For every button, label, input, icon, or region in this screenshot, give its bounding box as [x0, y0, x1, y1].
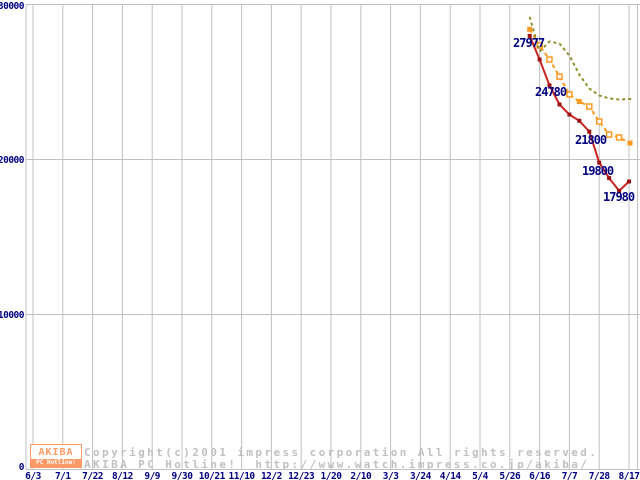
- series-lowest-price: [527, 33, 631, 193]
- average-price-marker: [605, 131, 613, 138]
- x-tick-label-9/9: 9/9: [144, 471, 160, 480]
- price-annotations: 27977 24780 21800 19800 17980: [513, 36, 636, 204]
- average-price-marker: [546, 56, 553, 63]
- horizontal-gridlines: [26, 4, 640, 315]
- x-tick-label-4/14: 4/14: [440, 471, 462, 480]
- lowest-price-marker: [537, 57, 542, 62]
- price-annotation-27977: 27977: [513, 36, 545, 50]
- lowest-price-marker: [607, 176, 612, 181]
- y-tick-label-10000: 10000: [0, 310, 25, 321]
- lowest-price-marker: [597, 160, 602, 165]
- logo-akiba-text: AKIBA: [38, 447, 74, 458]
- x-tick-label-9/30: 9/30: [172, 471, 194, 480]
- y-axis-labels: 0 10000 20000 30000: [0, 1, 25, 473]
- average-price-marker: [615, 134, 623, 141]
- x-tick-label-3/24: 3/24: [410, 471, 432, 480]
- x-tick-label-7/28: 7/28: [589, 471, 611, 480]
- x-tick-label-6/16: 6/16: [529, 471, 551, 480]
- average-price-marker: [566, 91, 573, 98]
- price-annotation-24780: 24780: [535, 85, 567, 99]
- y-tick-label-30000: 30000: [0, 1, 25, 12]
- vertical-gridlines: [32, 4, 630, 470]
- y-tick-label-0: 0: [19, 462, 25, 473]
- x-tick-label-3/3: 3/3: [383, 471, 399, 480]
- average-price-marker: [627, 140, 633, 146]
- x-tick-label-8/12: 8/12: [112, 471, 133, 480]
- price-annotation-19800: 19800: [582, 164, 614, 178]
- x-tick-label-7/22: 7/22: [82, 471, 103, 480]
- average-price-marker: [576, 99, 582, 105]
- y-tick-label-20000: 20000: [0, 155, 25, 166]
- x-tick-label-7/7: 7/7: [562, 471, 578, 480]
- logo-pc-hotline-text: PC Hotline!: [31, 459, 81, 467]
- average-price-marker: [527, 26, 533, 32]
- price-annotation-21800: 21800: [575, 133, 607, 147]
- lowest-price-marker: [527, 33, 532, 38]
- average-price-marker: [556, 73, 563, 80]
- x-tick-label-7/1: 7/1: [55, 471, 71, 480]
- x-tick-label-8/17: 8/17: [619, 471, 640, 480]
- price-annotation-17980: 17980: [603, 190, 635, 204]
- plot-borders: [25, 4, 640, 470]
- x-tick-label-2/10: 2/10: [350, 471, 372, 480]
- x-tick-label-11/10: 11/10: [229, 471, 256, 480]
- lowest-price-marker: [557, 102, 562, 107]
- average-price-marker: [586, 103, 593, 110]
- x-tick-label-5/26: 5/26: [499, 471, 521, 480]
- lowest-price-line: [528, 35, 630, 193]
- series-average-price: [527, 26, 633, 146]
- x-tick-label-10/21: 10/21: [199, 471, 226, 480]
- lowest-price-marker: [587, 129, 592, 134]
- lowest-price-marker: [567, 112, 572, 117]
- x-axis-labels: 6/3 7/1 7/22 8/12 9/9 9/30 10/21 11/10 12/2 12/23…: [25, 471, 640, 480]
- copyright-line-2: AKIBA PC Hotline! http://www.watch.impre…: [84, 458, 590, 471]
- lowest-price-marker: [577, 118, 582, 123]
- lowest-price-marker: [627, 179, 631, 184]
- copyright-line-1: Copyright(c)2001 impress corporation All…: [84, 446, 599, 459]
- lowest-price-marker: [617, 188, 622, 193]
- x-tick-label-12/23: 12/23: [288, 471, 315, 480]
- akiba-pc-hotline-logo: AKIBA PC Hotline!: [30, 444, 82, 468]
- x-tick-label-1/20: 1/20: [321, 471, 343, 480]
- lowest-price-marker: [547, 83, 552, 88]
- average-price-line: [528, 28, 631, 144]
- x-tick-label-5/4: 5/4: [472, 471, 488, 480]
- average-price-marker: [595, 118, 603, 125]
- x-tick-label-6/3: 6/3: [25, 471, 41, 480]
- x-tick-label-12/2: 12/2: [261, 471, 282, 480]
